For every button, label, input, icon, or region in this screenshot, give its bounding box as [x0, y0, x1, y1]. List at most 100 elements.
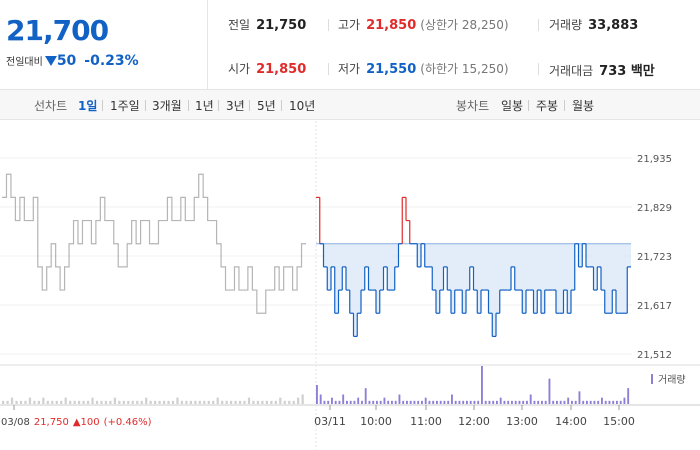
volume-bar [477, 400, 480, 404]
volume-bar [462, 400, 465, 404]
volume-bar [571, 400, 573, 404]
volume-bar [323, 400, 326, 404]
tab-monthly-candle[interactable]: 월봉 [572, 99, 595, 113]
stat-prev: 전일 21,750 [228, 18, 307, 33]
x-tick-label: 13:00 [506, 415, 538, 428]
volume-bar [608, 400, 611, 404]
volume-bar [10, 397, 14, 404]
tab-1year[interactable]: 1년 [195, 99, 214, 113]
volume-bar [548, 378, 551, 404]
volume-bar [189, 400, 192, 404]
change-amount: 50 [56, 53, 77, 69]
tab-1day[interactable]: 1일 [78, 99, 98, 113]
volume-bar [265, 400, 268, 404]
volume-bar [409, 400, 412, 404]
volume-bar [612, 400, 615, 404]
volume-bar [149, 400, 152, 404]
volume-bar [533, 400, 536, 404]
volume-bar [261, 400, 264, 404]
stat-open: 시가 21,850 [228, 62, 307, 77]
volume-bar [428, 400, 431, 404]
volume-bar [46, 400, 49, 404]
volume-legend: 거래량 [658, 374, 686, 386]
tab-5year[interactable]: 5년 [257, 99, 276, 113]
volume-bar [140, 400, 143, 404]
tab-weekly-candle[interactable]: 주봉 [536, 99, 559, 113]
volume-bar [100, 400, 103, 404]
volume-bar [601, 397, 603, 404]
volume-bar [154, 400, 157, 404]
volume-bar [230, 400, 233, 404]
volume-bar [604, 400, 607, 404]
volume-bar [33, 400, 36, 404]
volume-bar [86, 400, 90, 404]
volume-bar [2, 400, 5, 404]
stat-amount: 거래대금 733 백만 [549, 64, 655, 79]
tab-1week[interactable]: 1주일 [110, 99, 140, 113]
volume-bar [353, 400, 356, 404]
volume-bar [589, 400, 592, 404]
tab-daily-candle[interactable]: 일봉 [501, 99, 524, 113]
volume-bar [451, 394, 453, 404]
volume-bar [616, 400, 618, 404]
volume-bar [334, 400, 337, 404]
volume-bar [559, 400, 562, 404]
volume-bar [481, 366, 483, 404]
volume-bar [301, 394, 304, 404]
tab-10year[interactable]: 10년 [289, 99, 316, 113]
volume-legend-swatch [651, 374, 653, 384]
volume-bar [78, 400, 81, 404]
volume-bar [37, 400, 40, 404]
volume-bar [556, 400, 558, 404]
chart-tabs: 선차트 1일 1주일 3개월 1년 3년 5년 10년 봉차트 일봉 주봉 월봉 [0, 90, 700, 120]
volume-bar [349, 400, 352, 404]
down-arrow-icon [44, 56, 57, 66]
volume-bar [458, 400, 461, 404]
volume-bar [297, 397, 300, 404]
volume-bar [331, 397, 333, 404]
tab-3month[interactable]: 3개월 [152, 99, 182, 113]
volume-bar [207, 400, 210, 404]
volume-bar [454, 400, 457, 404]
volume-bar [473, 400, 476, 404]
prev-note-part: ▲100 [73, 417, 100, 428]
volume-bar [544, 400, 547, 404]
x-tick-label: 14:00 [555, 415, 587, 428]
volume-bar [541, 400, 543, 404]
volume-bar [387, 400, 390, 404]
volume-bar [238, 400, 242, 404]
prev-note-part: (+0.46%) [104, 417, 152, 428]
candle-chart-label: 봉차트 [456, 99, 490, 113]
volume-bar [466, 400, 468, 404]
volume-bar [406, 400, 408, 404]
volume-bar [73, 400, 76, 404]
stat-high: 고가 21,850 (상한가 28,250) [338, 18, 509, 33]
volume-bar [563, 400, 566, 404]
volume-bar [274, 400, 277, 404]
y-tick-label: 21,512 [637, 350, 672, 361]
x-tick-label: 15:00 [603, 415, 635, 428]
volume-bar [526, 400, 528, 404]
tab-3year[interactable]: 3년 [226, 99, 245, 113]
volume-bar [394, 400, 397, 404]
volume-bar [496, 400, 498, 404]
volume-bar [95, 400, 99, 404]
prev-note-part: 21,750 [34, 417, 69, 428]
volume-bar [171, 400, 175, 404]
volume-bar [372, 400, 375, 404]
volume-bar [51, 400, 54, 404]
volume-bars [2, 366, 630, 404]
y-tick-label: 21,723 [637, 252, 672, 263]
stat-volume: 거래량 33,883 [549, 18, 639, 33]
volume-bar [194, 400, 197, 404]
price-summary: 21,700 전일대비 50 -0.23% [0, 0, 208, 90]
volume-bar [243, 400, 246, 404]
volume-bar [383, 397, 386, 404]
volume-bar [623, 397, 626, 404]
volume-bar [439, 400, 442, 404]
volume-bar [364, 388, 367, 404]
volume-bar [247, 397, 251, 404]
volume-bar [499, 397, 502, 404]
y-axis-ticks: 21,935 21,829 21,723 21,617 21,512 [637, 154, 672, 361]
